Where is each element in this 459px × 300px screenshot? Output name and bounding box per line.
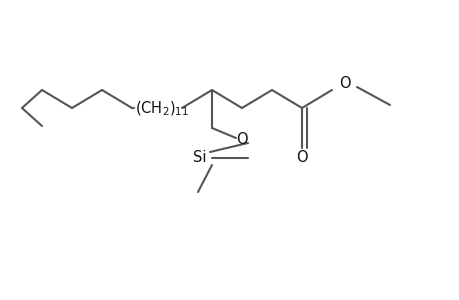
Text: O: O (338, 76, 350, 91)
Text: (CH$_2$)$_{11}$: (CH$_2$)$_{11}$ (134, 100, 189, 118)
Text: Si: Si (193, 151, 206, 166)
Text: O: O (296, 151, 307, 166)
Text: O: O (235, 133, 247, 148)
